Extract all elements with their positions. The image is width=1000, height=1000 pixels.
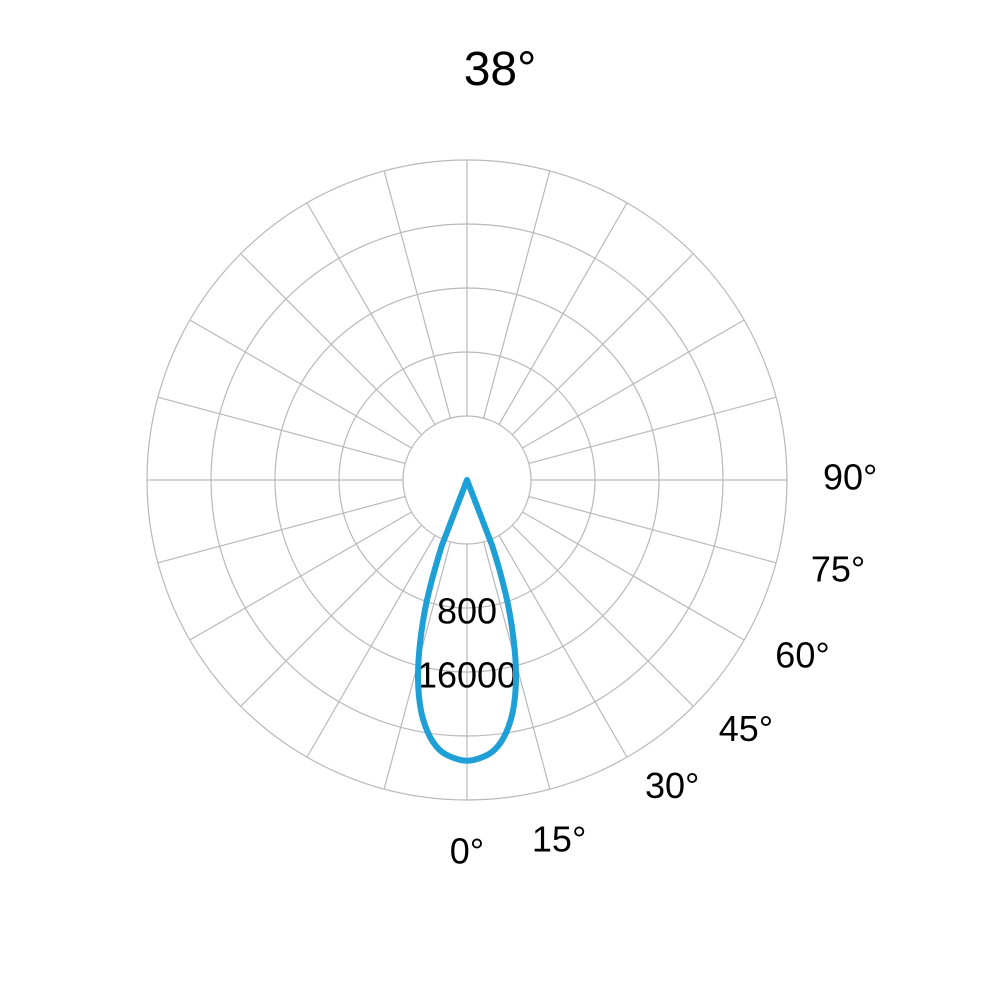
angle-label: 75° <box>811 549 865 590</box>
grid-radial <box>499 535 627 757</box>
grid-radial <box>158 497 405 563</box>
grid-radial <box>190 512 412 640</box>
polar-chart: 0° 15° 30° 45°60° 75° 90° 800 16000 <box>0 0 1000 1000</box>
grid-radial <box>307 203 435 425</box>
grid-radial <box>190 320 412 448</box>
grid-radial <box>241 254 422 435</box>
grid-radial <box>529 397 776 463</box>
value-label: 800 <box>437 591 497 632</box>
angle-label: 30° <box>645 765 699 806</box>
grid-radial <box>499 203 627 425</box>
angle-label: 0° <box>450 831 484 872</box>
grid-radial <box>384 171 450 418</box>
grid-radial <box>529 497 776 563</box>
value-label: 16000 <box>417 655 517 696</box>
grid-radial <box>522 320 744 448</box>
chart-title: 38° <box>0 42 1000 97</box>
angle-label: 15° <box>532 818 586 859</box>
grid-radial <box>484 171 550 418</box>
angle-label: 90° <box>823 457 877 498</box>
angle-label: 45° <box>719 708 773 749</box>
grid-radial <box>512 525 693 706</box>
grid-radial <box>512 254 693 435</box>
grid-radial <box>241 525 422 706</box>
angle-label: 60° <box>775 635 829 676</box>
grid-radial <box>522 512 744 640</box>
grid-radial <box>307 535 435 757</box>
grid-radial <box>158 397 405 463</box>
